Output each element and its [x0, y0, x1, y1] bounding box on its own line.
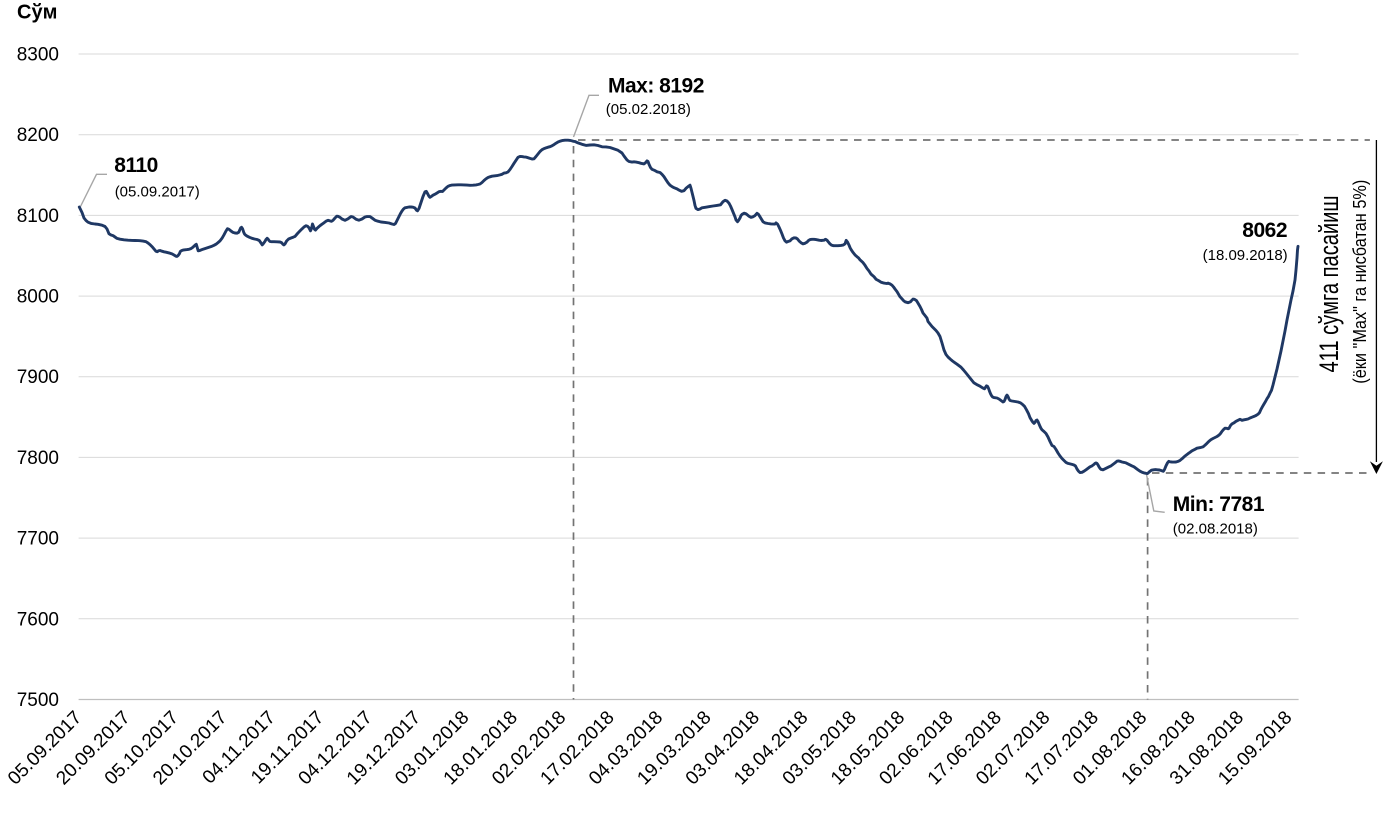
svg-text:8300: 8300	[17, 45, 59, 66]
svg-text:Сўм: Сўм	[17, 2, 57, 24]
svg-text:8062: 8062	[1242, 219, 1287, 242]
svg-text:(05.02.2018): (05.02.2018)	[606, 101, 691, 118]
svg-text:7500: 7500	[17, 690, 59, 711]
svg-text:(02.08.2018): (02.08.2018)	[1173, 521, 1258, 538]
svg-text:Min: 7781: Min: 7781	[1173, 493, 1265, 516]
svg-text:Max: 8192: Max: 8192	[608, 74, 704, 97]
svg-text:8200: 8200	[17, 125, 59, 146]
svg-text:7800: 7800	[17, 448, 59, 469]
svg-text:7600: 7600	[17, 609, 59, 630]
svg-text:8110: 8110	[114, 154, 158, 177]
svg-text:7700: 7700	[17, 529, 59, 550]
svg-text:(ёки "Max" га нисбатан 5%): (ёки "Max" га нисбатан 5%)	[1349, 180, 1370, 384]
svg-text:(18.09.2018): (18.09.2018)	[1203, 247, 1288, 264]
svg-text:8100: 8100	[17, 206, 59, 227]
svg-text:(05.09.2017): (05.09.2017)	[115, 184, 200, 201]
svg-text:7900: 7900	[17, 367, 59, 388]
svg-text:411 сўмга пасайиш: 411 сўмга пасайиш	[1314, 196, 1344, 373]
svg-text:8000: 8000	[17, 287, 59, 308]
